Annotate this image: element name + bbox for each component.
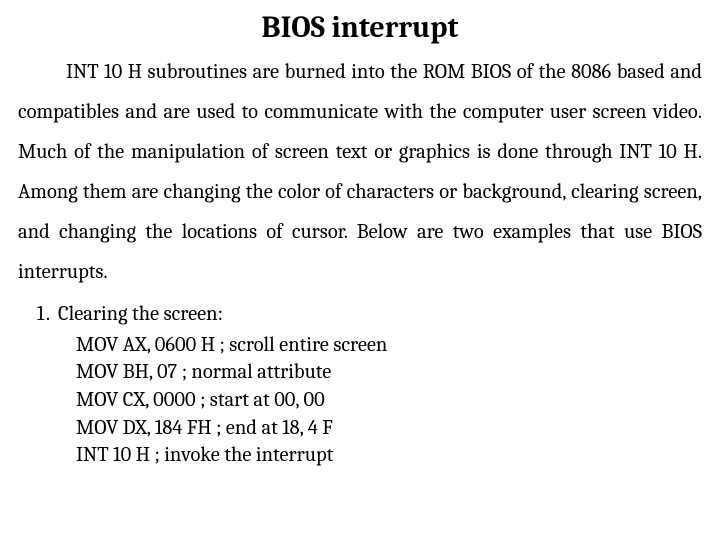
code-block: MOV AX, 0600 H ; scroll entire screen MO… xyxy=(76,332,702,470)
code-line: MOV DX, 184 FH ; end at 18, 4 F xyxy=(76,415,702,443)
code-line: MOV AX, 0600 H ; scroll entire screen xyxy=(76,332,702,360)
code-line: MOV BH, 07 ; normal attribute xyxy=(76,359,702,387)
example-list: Clearing the screen: MOV AX, 0600 H ; sc… xyxy=(18,301,702,470)
slide-title: BIOS interrupt xyxy=(18,10,702,45)
list-item-label: Clearing the screen: xyxy=(58,303,223,326)
list-item: Clearing the screen: MOV AX, 0600 H ; sc… xyxy=(54,301,702,470)
slide: BIOS interrupt INT 10 H subroutines are … xyxy=(0,0,720,540)
code-line: INT 10 H ; invoke the interrupt xyxy=(76,442,702,470)
body-paragraph: INT 10 H subroutines are burned into the… xyxy=(18,53,702,293)
code-line: MOV CX, 0000 ; start at 00, 00 xyxy=(76,387,702,415)
